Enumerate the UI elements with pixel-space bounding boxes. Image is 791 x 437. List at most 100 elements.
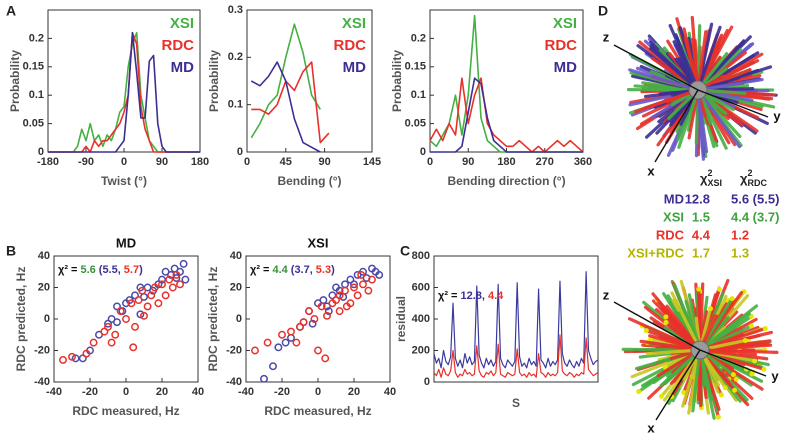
scatter-point	[150, 283, 159, 292]
stick-tip	[707, 306, 713, 312]
header-sup: 2	[707, 168, 712, 178]
header-symbol: χ	[740, 171, 748, 186]
stick-tip	[658, 393, 664, 399]
axis-arrow	[613, 301, 701, 351]
scatter-point	[147, 291, 156, 300]
scatter-point	[287, 327, 295, 336]
scatter-point	[134, 296, 143, 305]
stick-tip	[716, 286, 722, 292]
x-tick-label: -20	[274, 386, 290, 398]
table-cell: 4.4	[692, 227, 711, 242]
header-sub: RDC	[748, 178, 768, 188]
scatter-point	[364, 286, 373, 295]
header-sup: 2	[747, 168, 752, 178]
header-sub: XSI	[708, 178, 723, 188]
scatter-point	[314, 346, 322, 355]
scatter-point	[131, 322, 139, 331]
scatter-point	[172, 270, 181, 279]
x-tick-label: -40	[46, 386, 62, 398]
legend-entry: RDC	[545, 37, 578, 54]
x-tick-label: 40	[384, 386, 396, 398]
scatter-point	[113, 318, 121, 327]
x-tick-label: 360	[574, 156, 592, 168]
x-tick-label: -20	[82, 386, 98, 398]
scatter-point	[350, 280, 358, 289]
y-tick-label: 800	[412, 250, 430, 262]
stick-tip	[636, 389, 642, 395]
scatter-point	[104, 322, 112, 331]
scatter-point	[324, 307, 333, 316]
scatter-point	[68, 352, 76, 361]
scatter-point	[341, 280, 349, 289]
y-axis-label: RDC predicted, Hz	[206, 267, 220, 372]
column-header: χ2 XSI	[700, 168, 722, 188]
series-line	[251, 61, 330, 144]
table-cell: 12.8	[685, 191, 710, 206]
x-tick-label: 20	[348, 386, 360, 398]
y-tick-label: 0.05	[405, 118, 426, 130]
chart-title: XSI	[308, 235, 329, 250]
scatter-point	[116, 307, 125, 316]
annotation-part: χ² =	[250, 264, 269, 276]
scatter-point	[161, 291, 170, 300]
scatter-point	[143, 302, 152, 311]
stick-tip	[748, 314, 754, 320]
scatter-point	[251, 346, 259, 355]
series-line	[430, 77, 583, 153]
x-axis-label: Bending direction (°)	[447, 174, 565, 188]
stick	[649, 47, 700, 92]
x-axis-label: RDC measured, Hz	[72, 404, 179, 418]
legend-entry: XSI	[170, 15, 194, 32]
y-tick-label: 600	[412, 281, 430, 293]
y-tick-label: 0.1	[29, 89, 44, 101]
y-tick-label: 0.15	[23, 61, 44, 73]
x-tick-label: 0	[123, 386, 129, 398]
y-tick-label: -40	[226, 376, 242, 388]
annotation-part: 4.4	[272, 264, 288, 276]
scatter-point	[323, 311, 331, 320]
scatter-point	[274, 343, 283, 352]
row-name: XSI	[663, 209, 684, 224]
annotation-part: 12.8,	[460, 290, 484, 302]
scatter-point	[165, 275, 174, 284]
scatter-point	[321, 354, 330, 363]
scatter-point	[172, 274, 181, 282]
x-tick-label: 0	[315, 386, 321, 398]
legend-entry: XSI	[553, 15, 577, 32]
row-name: XSI+RDC	[627, 245, 684, 260]
scatter-point	[138, 286, 147, 295]
y-tick-label: 0	[237, 146, 243, 158]
x-tick-label: 40	[192, 386, 204, 398]
y-tick-label: -20	[226, 344, 242, 356]
panel-label: D	[598, 3, 608, 19]
stick-tip	[749, 371, 755, 377]
legend-entry: MD	[343, 59, 366, 76]
scatter-point	[122, 315, 130, 323]
x-tick-label: 20	[156, 386, 168, 398]
stick-tip	[715, 414, 721, 420]
x-axis-label: RDC measured, Hz	[264, 404, 371, 418]
x-tick-label: 180	[191, 156, 209, 168]
scatter-point	[342, 302, 351, 311]
annotation: χ² = 5.6 (5.5, 5.7)	[58, 264, 143, 276]
y-tick-label: -20	[34, 344, 50, 356]
x-tick-label: 0	[244, 156, 250, 168]
axis-arrow	[613, 44, 699, 91]
scatter-point	[341, 286, 349, 295]
stick-tip	[663, 314, 669, 320]
scatter-point	[168, 283, 177, 292]
axis-arrow	[655, 349, 701, 421]
scatter-point	[82, 349, 91, 358]
stick-tip	[732, 387, 738, 393]
series-line	[433, 271, 599, 369]
axis-letter: x	[647, 163, 655, 178]
scatter-point	[335, 307, 344, 316]
x-axis-label: S	[512, 396, 520, 410]
y-axis-label: RDC predicted, Hz	[14, 267, 28, 372]
stick	[628, 68, 700, 92]
stick-tip	[729, 296, 735, 302]
axis-arrow	[697, 89, 769, 118]
scatter-point	[375, 270, 384, 279]
axis-letter: y	[771, 368, 779, 383]
stick	[696, 88, 706, 161]
